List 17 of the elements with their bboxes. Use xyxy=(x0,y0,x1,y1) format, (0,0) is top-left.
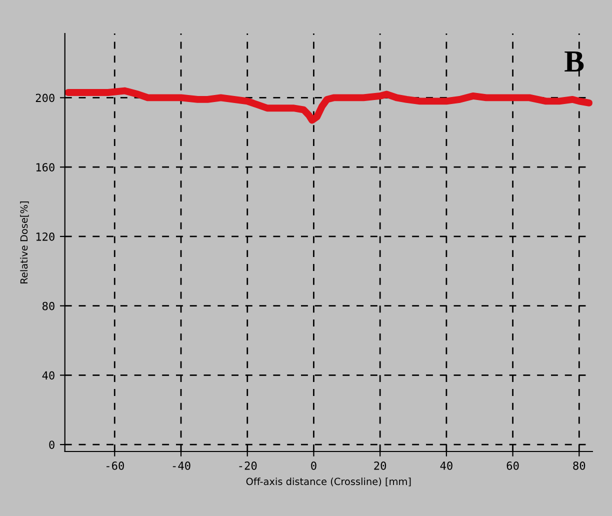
x-tick-label: -20 xyxy=(239,461,257,470)
y-tick-label: 40 xyxy=(42,371,54,380)
y-tick-label: 0 xyxy=(49,440,54,449)
x-tick-label: 60 xyxy=(506,461,519,470)
x-tick-label: 40 xyxy=(440,461,452,470)
y-tick-label: 80 xyxy=(42,302,54,310)
y-tick-label: 120 xyxy=(36,232,54,241)
y-axis-title: Relative Dose[%] xyxy=(20,202,29,284)
y-tick-label: 200 xyxy=(36,94,54,102)
y-tick-label: 160 xyxy=(36,163,54,172)
x-tick-label: 80 xyxy=(573,461,586,470)
x-tick-label: 20 xyxy=(374,461,386,470)
x-tick-label: 0 xyxy=(311,461,316,470)
x-tick-label: -60 xyxy=(106,461,124,470)
annotation: B xyxy=(564,51,584,72)
x-axis-title: Off-axis distance (Crossline) [mm] xyxy=(246,478,411,486)
x-tick-label: -40 xyxy=(172,461,190,470)
